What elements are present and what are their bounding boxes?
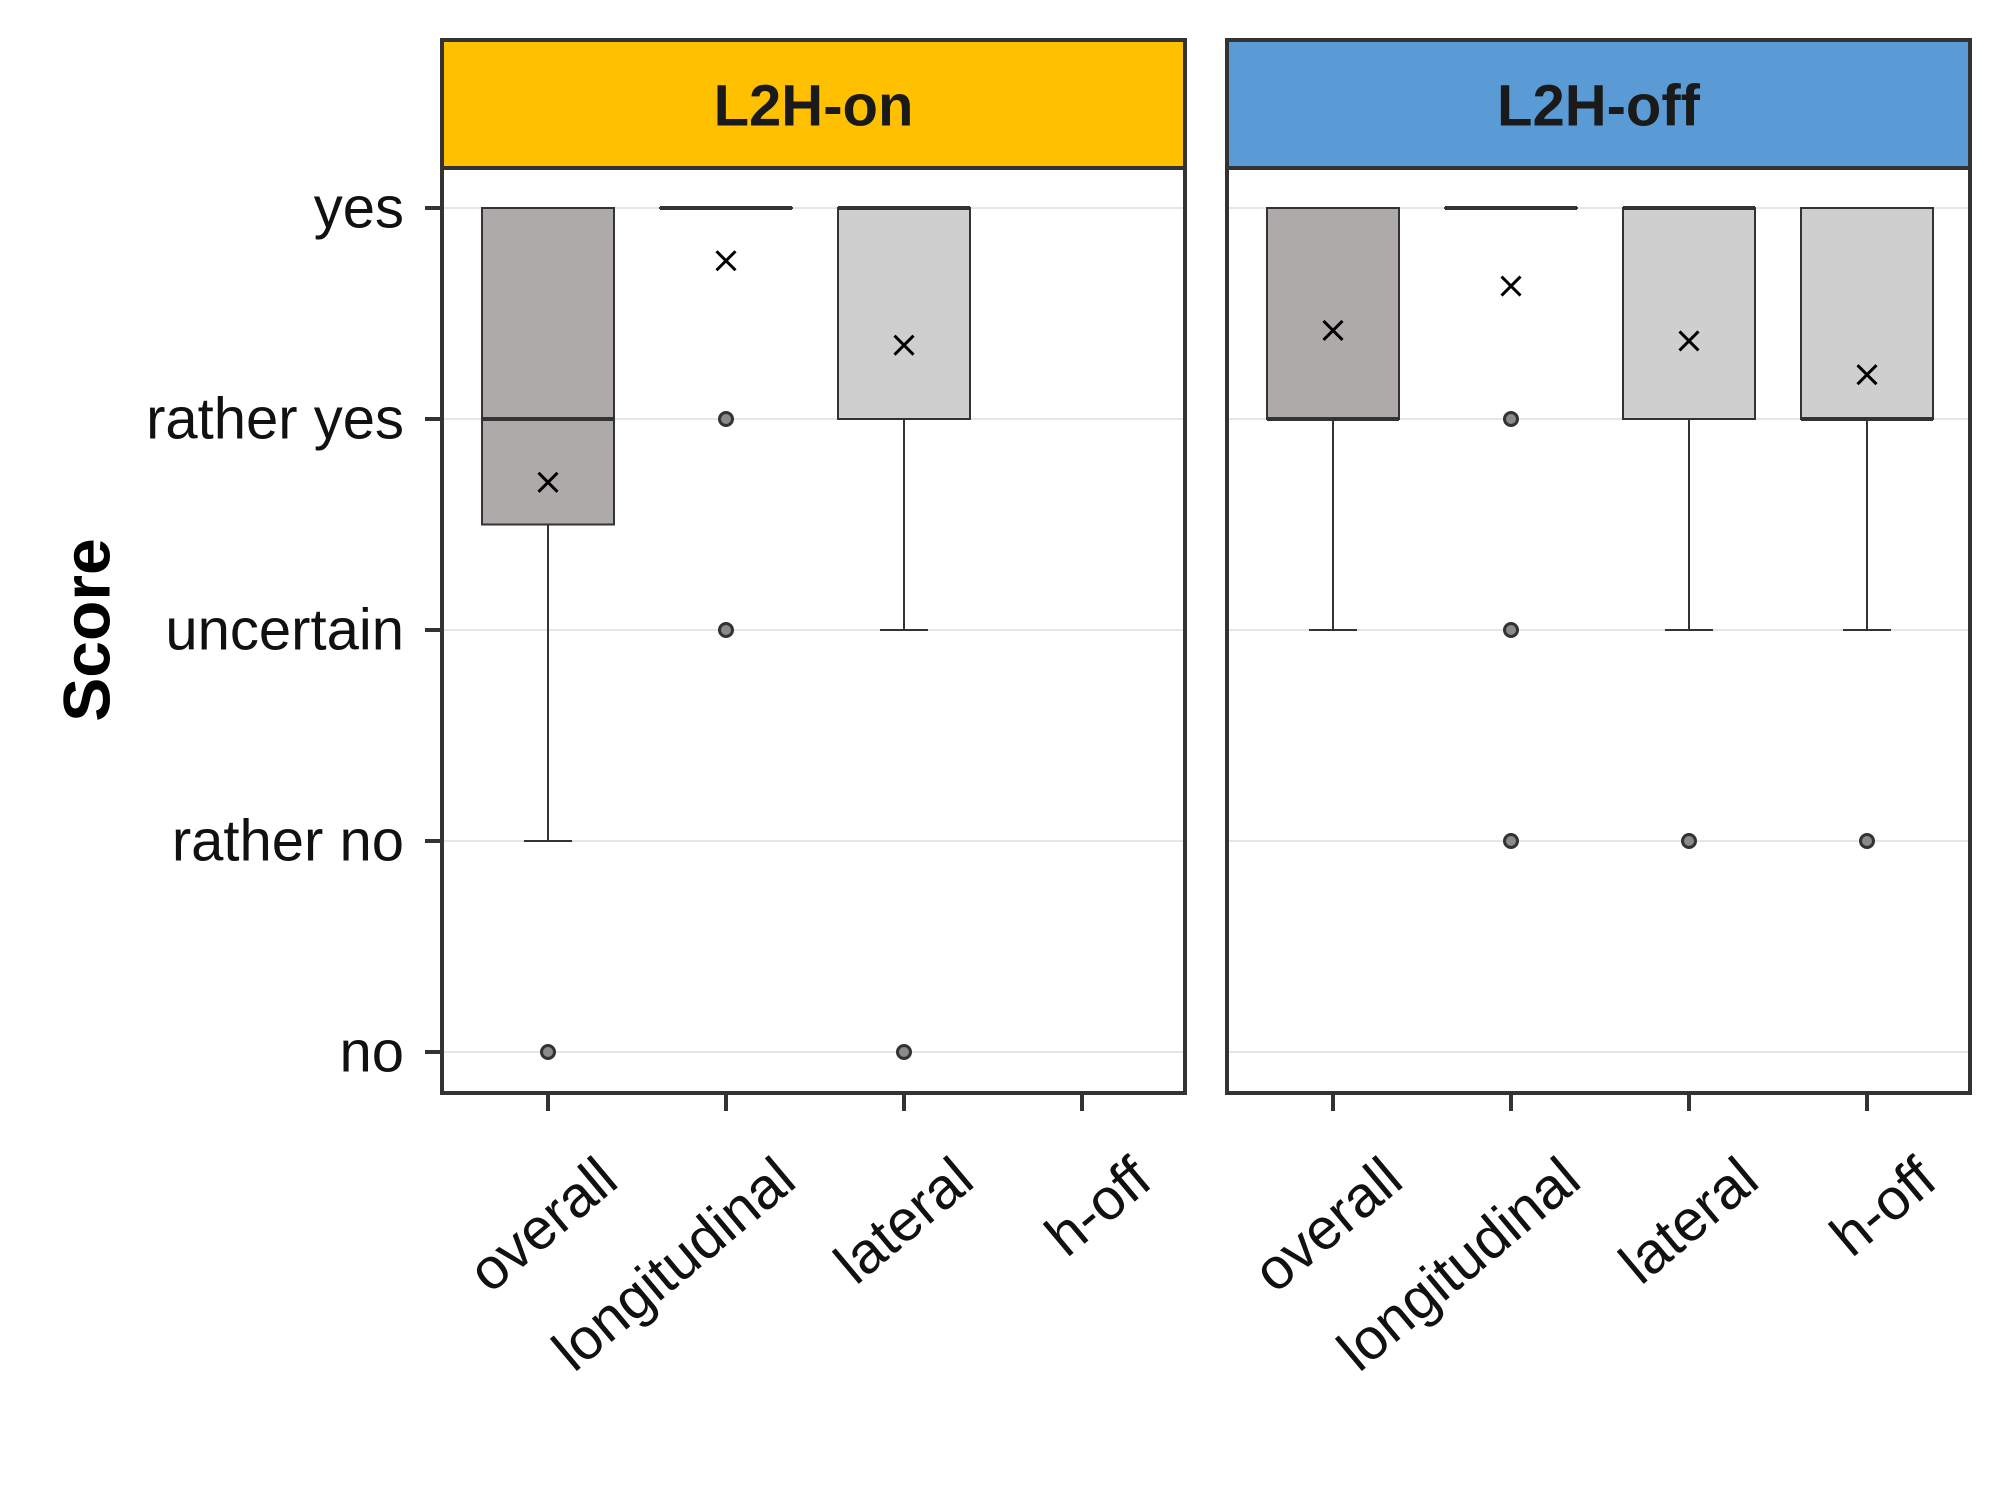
- outlier-point: [1681, 833, 1697, 849]
- outlier-point: [1503, 411, 1519, 427]
- box-lateral: [1622, 206, 1756, 849]
- x-tick-label: h-off: [1033, 1144, 1164, 1268]
- y-tick-label: rather no: [172, 809, 404, 874]
- x-tick-label: lateral: [1607, 1145, 1770, 1296]
- y-axis-title: Score: [49, 538, 123, 721]
- mean-marker: [715, 250, 737, 272]
- box-overall: [481, 207, 615, 1060]
- y-tick-label: uncertain: [165, 598, 404, 663]
- box-iqr: [1622, 207, 1756, 420]
- panel-border: [1225, 166, 1972, 1095]
- facet-strip: [1225, 38, 1972, 170]
- x-tick-label: h-off: [1818, 1144, 1949, 1268]
- box-iqr: [481, 207, 615, 526]
- y-tick-label: no: [339, 1020, 404, 1085]
- box-lateral: [837, 206, 971, 1060]
- box-iqr: [1266, 207, 1400, 420]
- outlier-point: [896, 1044, 912, 1060]
- x-tick-label: lateral: [822, 1145, 985, 1296]
- mean-marker: [1678, 330, 1700, 352]
- box-overall: [1266, 207, 1400, 631]
- outlier-point: [718, 411, 734, 427]
- outlier-point: [1859, 833, 1875, 849]
- facet-strip-label: L2H-on: [714, 74, 914, 139]
- box-iqr: [1800, 207, 1934, 420]
- mean-marker: [1322, 319, 1344, 341]
- mean-marker: [893, 334, 915, 356]
- facet-strip-label: L2H-off: [1497, 74, 1701, 139]
- outlier-point: [718, 622, 734, 638]
- panel-border: [440, 166, 1187, 1095]
- y-tick-label: yes: [314, 176, 404, 241]
- outlier-point: [1503, 622, 1519, 638]
- box-iqr: [837, 207, 971, 420]
- box-longitudinal: [1444, 206, 1578, 849]
- mean-marker: [537, 471, 559, 493]
- box-h-off: [1800, 207, 1934, 849]
- mean-marker: [1856, 364, 1878, 386]
- box-longitudinal: [659, 206, 793, 638]
- outlier-point: [540, 1044, 556, 1060]
- y-tick-label: rather yes: [146, 387, 404, 452]
- outlier-point: [1503, 833, 1519, 849]
- facet-strip: [440, 38, 1187, 170]
- mean-marker: [1500, 275, 1522, 297]
